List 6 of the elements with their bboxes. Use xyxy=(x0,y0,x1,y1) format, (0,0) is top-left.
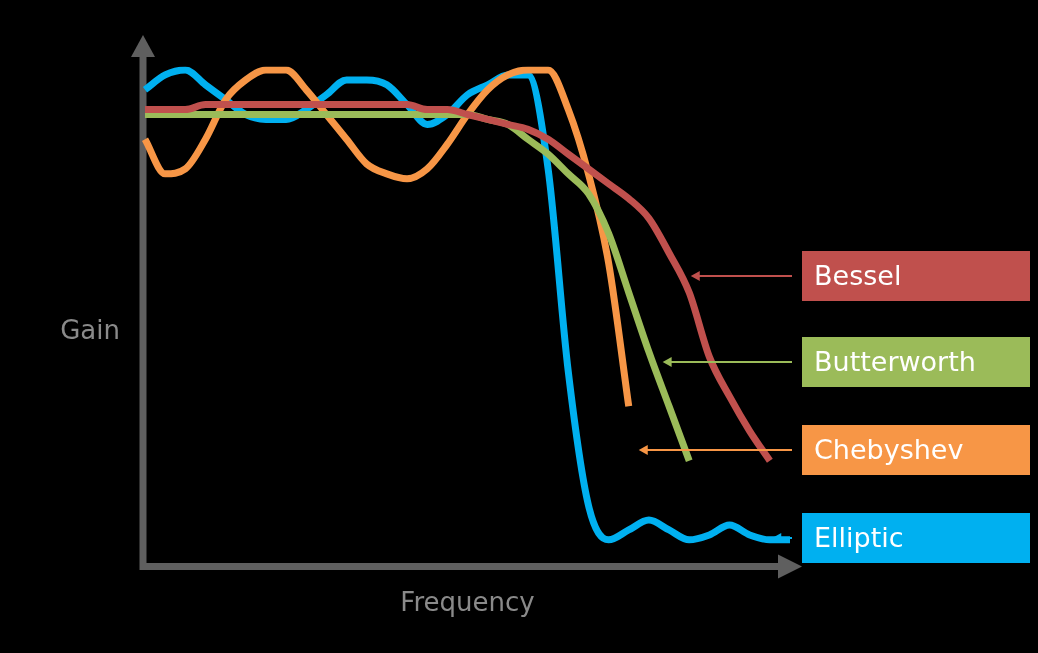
x-axis-title: Frequency xyxy=(400,587,535,618)
text: Chebyshev xyxy=(814,434,964,465)
y-axis-title: Gain xyxy=(60,315,120,346)
legend-label: Bessel xyxy=(814,260,902,291)
legend-label: Elliptic xyxy=(814,522,904,553)
legend-label: Butterworth xyxy=(814,346,976,377)
